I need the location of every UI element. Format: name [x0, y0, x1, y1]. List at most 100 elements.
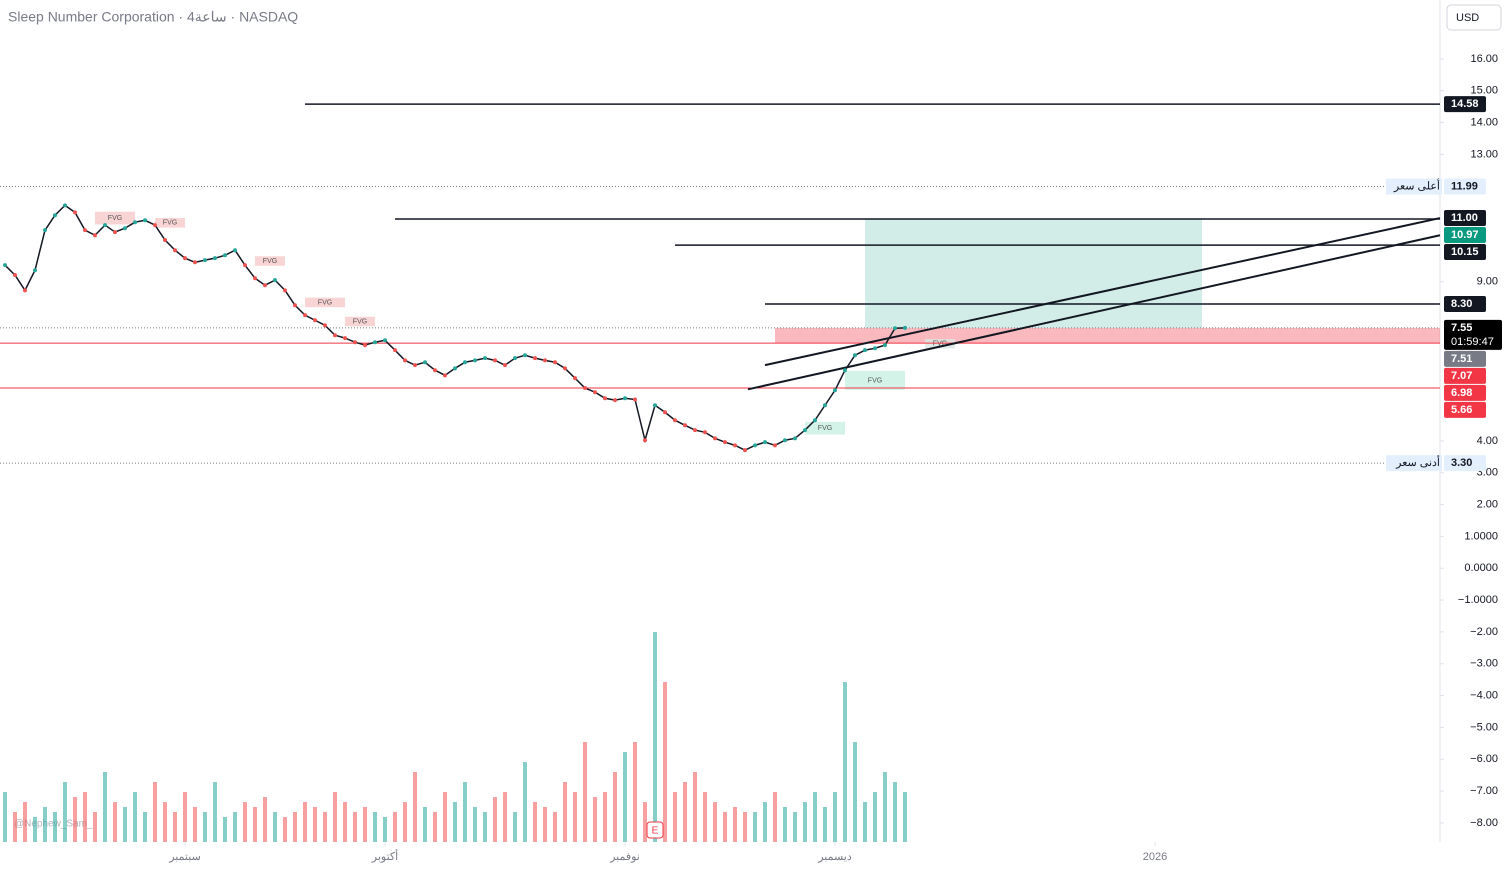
price-point	[453, 366, 457, 371]
price-point	[313, 318, 317, 323]
volume-bar	[103, 772, 107, 842]
price-point	[373, 340, 377, 345]
volume-bar	[573, 792, 577, 842]
volume-bar	[163, 802, 167, 842]
price-point	[63, 203, 67, 208]
volume-bar	[893, 782, 897, 842]
x-tick-label: أكتوبر	[371, 849, 398, 863]
volume-bar	[673, 792, 677, 842]
volume-bar	[183, 792, 187, 842]
price-point	[283, 288, 287, 293]
fvg-zone	[255, 256, 285, 266]
price-point	[423, 360, 427, 365]
price-point	[363, 343, 367, 348]
volume-bar	[793, 812, 797, 842]
price-point	[13, 273, 17, 278]
volume-bar	[363, 807, 367, 842]
volume-bar	[273, 812, 277, 842]
volume-bar	[413, 772, 417, 842]
price-point	[623, 396, 627, 401]
volume-bar	[603, 792, 607, 842]
price-point	[823, 403, 827, 408]
volume-bar	[143, 812, 147, 842]
price-note: أعلى سعر	[1393, 178, 1440, 192]
price-point	[443, 373, 447, 378]
fvg-zone	[95, 211, 135, 225]
currency: USD	[1456, 12, 1479, 24]
volume-bar	[393, 812, 397, 842]
price-point	[413, 363, 417, 368]
price-label: 14.58	[1451, 98, 1479, 110]
price-point	[333, 333, 337, 338]
y-tick-label: −8.00	[1470, 817, 1498, 829]
y-tick-label: 2.00	[1477, 498, 1498, 510]
price-point	[743, 448, 747, 453]
price-point	[123, 226, 127, 231]
volume-bar	[693, 772, 697, 842]
volume-bar	[263, 797, 267, 842]
price-point	[133, 220, 137, 225]
volume-bar	[233, 812, 237, 842]
price-point	[693, 428, 697, 433]
volume-bar	[3, 792, 7, 842]
price-label: 8.30	[1451, 298, 1472, 310]
y-tick-label: −4.00	[1470, 689, 1498, 701]
y-tick-label: 13.00	[1470, 148, 1498, 160]
volume-bar	[43, 807, 47, 842]
volume-bar	[473, 807, 477, 842]
price-point	[233, 248, 237, 253]
volume-bar	[303, 802, 307, 842]
price-point	[523, 353, 527, 358]
price-point	[853, 353, 857, 358]
volume-bar	[463, 782, 467, 842]
y-tick-label: −3.00	[1470, 658, 1498, 670]
price-point	[393, 348, 397, 353]
price-point	[653, 403, 657, 408]
volume-bar	[133, 792, 137, 842]
volume-bar	[343, 802, 347, 842]
volume-bar	[853, 742, 857, 842]
price-label-box	[1444, 296, 1486, 313]
price-point	[103, 223, 107, 228]
price-label-box	[1444, 384, 1486, 401]
price-point	[433, 368, 437, 373]
price-label: 10.15	[1451, 246, 1479, 258]
price-label: 5.66	[1451, 404, 1472, 416]
price-point	[903, 325, 907, 330]
volume-bar	[493, 797, 497, 842]
volume-bar	[353, 812, 357, 842]
price-point	[543, 358, 547, 363]
volume-bar	[313, 807, 317, 842]
price-point	[203, 258, 207, 263]
price-label: 7.07	[1451, 370, 1472, 382]
volume-bar	[883, 772, 887, 842]
volume-bar	[593, 797, 597, 842]
price-point	[403, 358, 407, 363]
volume-bar	[903, 792, 907, 842]
price-point	[173, 248, 177, 253]
volume-bar	[13, 812, 17, 842]
currency-button[interactable]	[1446, 4, 1502, 31]
price-point	[713, 436, 717, 441]
fvg-label: FVG	[868, 377, 882, 384]
volume-bar	[403, 802, 407, 842]
chart-title: Sleep Number Corporation · 4ساعة · NASDA…	[8, 9, 298, 25]
price-point	[463, 360, 467, 365]
countdown: 01:59:47	[1451, 336, 1494, 348]
fvg-label: FVG	[263, 258, 277, 265]
volume-bar	[93, 812, 97, 842]
fvg-zone	[925, 339, 955, 349]
fvg-zone	[845, 370, 905, 390]
zone	[865, 219, 1202, 328]
price-point	[353, 340, 357, 345]
price-label: 10.97	[1451, 229, 1479, 241]
price-point	[863, 348, 867, 353]
fvg-label: FVG	[318, 299, 332, 306]
price-point	[383, 338, 387, 343]
y-tick-label: 14.00	[1470, 116, 1498, 128]
price-point	[643, 438, 647, 443]
fvg-zone	[155, 218, 185, 228]
volume-bar	[723, 812, 727, 842]
price-point	[673, 418, 677, 423]
